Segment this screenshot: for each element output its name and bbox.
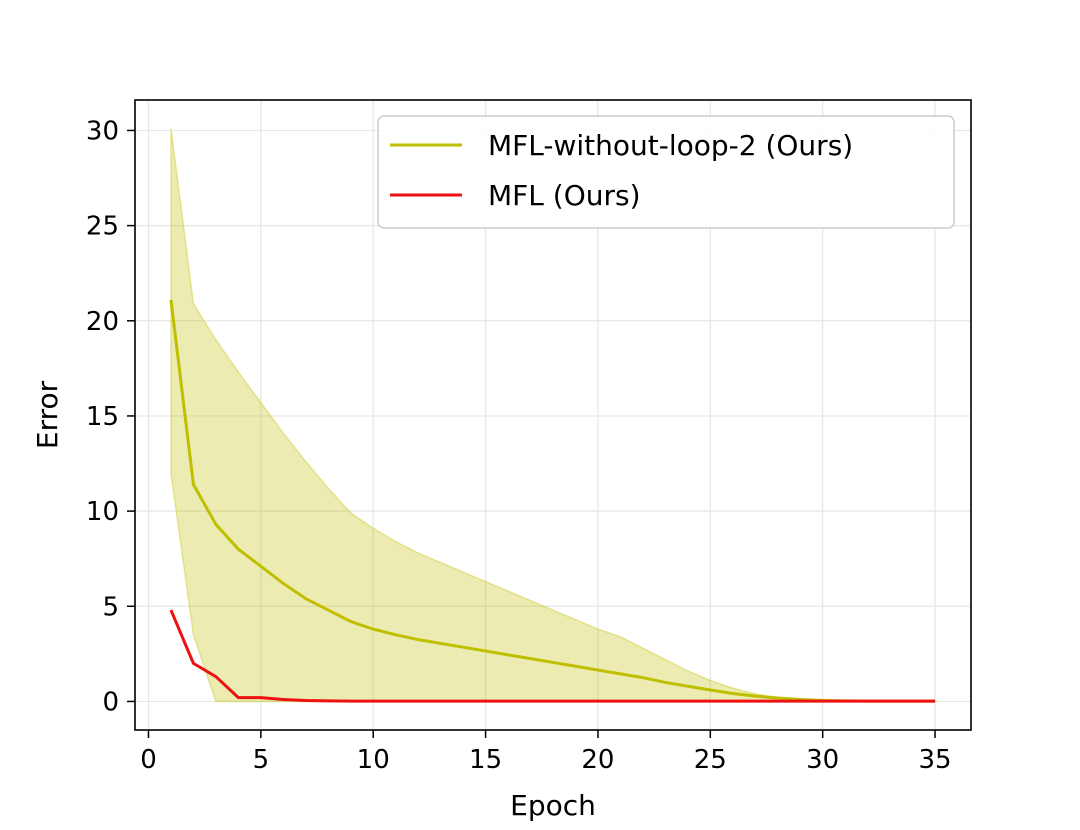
y-tick-label: 5 [102,592,119,622]
x-tick-label: 30 [806,745,839,775]
x-tick-label: 25 [694,745,727,775]
x-tick-label: 10 [357,745,390,775]
y-tick-label: 20 [86,307,119,337]
y-tick-label: 10 [86,497,119,527]
x-axis-ticks: 0 5 10 15 20 25 30 35 [140,730,952,775]
x-tick-label: 5 [253,745,270,775]
y-tick-label: 25 [86,212,119,242]
legend: MFL-without-loop-2 (Ours) MFL (Ours) [377,115,955,229]
y-tick-label: 15 [86,402,119,432]
legend-box [377,115,955,229]
y-axis-label: Error [31,380,64,449]
x-tick-label: 35 [918,745,951,775]
x-axis-label: Epoch [510,789,596,822]
x-tick-label: 0 [140,745,157,775]
y-tick-label: 0 [102,687,119,717]
x-tick-label: 15 [469,745,502,775]
x-tick-label: 20 [581,745,614,775]
legend-label-series-1: MFL-without-loop-2 (Ours) [488,129,853,162]
y-tick-label: 30 [86,116,119,146]
line-series-2 [169,609,936,703]
plot-frame [134,99,972,731]
legend-label-series-2: MFL (Ours) [488,179,641,212]
series-lines [169,299,936,703]
y-axis-ticks: 0 5 10 15 20 25 30 [86,116,135,717]
